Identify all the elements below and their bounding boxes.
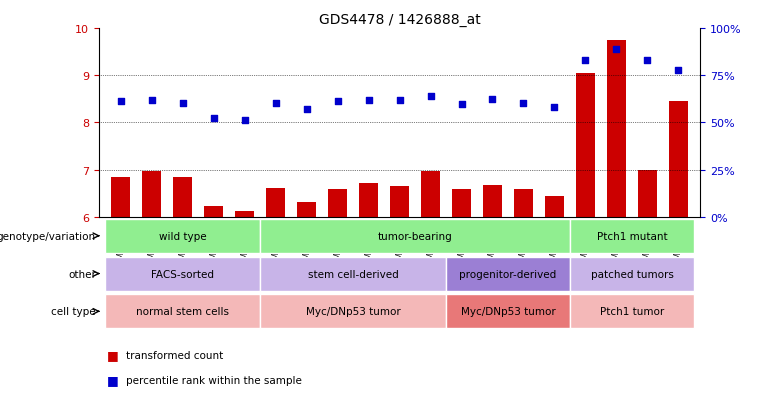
Text: cell type: cell type xyxy=(51,306,96,316)
Bar xyxy=(452,190,471,217)
Point xyxy=(362,97,374,104)
Bar xyxy=(105,257,260,291)
Bar xyxy=(422,172,440,217)
Point xyxy=(455,101,467,107)
Point xyxy=(332,99,344,105)
Text: progenitor-derived: progenitor-derived xyxy=(460,269,556,279)
Text: FACS-sorted: FACS-sorted xyxy=(151,269,214,279)
Text: tumor-bearing: tumor-bearing xyxy=(377,231,452,241)
Point xyxy=(269,100,282,107)
Text: other: other xyxy=(68,269,96,279)
Point xyxy=(301,107,313,113)
Point xyxy=(145,97,158,104)
Bar xyxy=(576,74,595,217)
Bar xyxy=(111,177,130,217)
Text: stem cell-derived: stem cell-derived xyxy=(307,269,399,279)
Text: Ptch1 tumor: Ptch1 tumor xyxy=(600,306,664,316)
Bar xyxy=(514,189,533,217)
Point xyxy=(579,58,591,64)
Point xyxy=(517,100,530,107)
Text: normal stem cells: normal stem cells xyxy=(136,306,229,316)
Bar xyxy=(142,172,161,217)
Bar xyxy=(570,257,694,291)
Bar xyxy=(235,212,254,217)
Point xyxy=(549,105,561,112)
Point xyxy=(393,97,406,104)
Point xyxy=(177,100,189,107)
Text: patched tumors: patched tumors xyxy=(591,269,673,279)
Bar xyxy=(545,196,564,217)
Text: genotype/variation: genotype/variation xyxy=(0,231,96,241)
Text: ■: ■ xyxy=(107,349,118,362)
Text: Myc/DNp53 tumor: Myc/DNp53 tumor xyxy=(306,306,400,316)
Bar xyxy=(260,294,446,328)
Bar xyxy=(483,185,501,217)
Bar xyxy=(359,183,377,217)
Text: Ptch1 mutant: Ptch1 mutant xyxy=(597,231,667,241)
Point xyxy=(486,96,498,103)
Point xyxy=(238,117,250,124)
Bar xyxy=(446,294,570,328)
Bar xyxy=(570,219,694,253)
Text: Myc/DNp53 tumor: Myc/DNp53 tumor xyxy=(460,306,556,316)
Bar xyxy=(105,219,260,253)
Bar xyxy=(260,257,446,291)
Bar xyxy=(328,189,347,217)
Text: percentile rank within the sample: percentile rank within the sample xyxy=(126,375,301,385)
Point xyxy=(672,68,684,75)
Point xyxy=(642,58,654,64)
Point xyxy=(610,47,622,53)
Point xyxy=(208,115,220,122)
Title: GDS4478 / 1426888_at: GDS4478 / 1426888_at xyxy=(319,12,480,26)
Bar xyxy=(446,257,570,291)
Bar xyxy=(298,202,316,217)
Text: transformed count: transformed count xyxy=(126,350,223,360)
Bar xyxy=(669,102,688,217)
Bar xyxy=(204,207,223,217)
Text: wild type: wild type xyxy=(159,231,206,241)
Bar xyxy=(105,294,260,328)
Bar xyxy=(174,177,192,217)
Point xyxy=(115,99,127,105)
Text: ■: ■ xyxy=(107,373,118,387)
Bar xyxy=(260,219,570,253)
Bar xyxy=(390,187,409,217)
Point xyxy=(425,94,437,100)
Bar xyxy=(570,294,694,328)
Bar xyxy=(266,188,285,217)
Bar xyxy=(638,170,657,217)
Bar xyxy=(607,41,626,217)
